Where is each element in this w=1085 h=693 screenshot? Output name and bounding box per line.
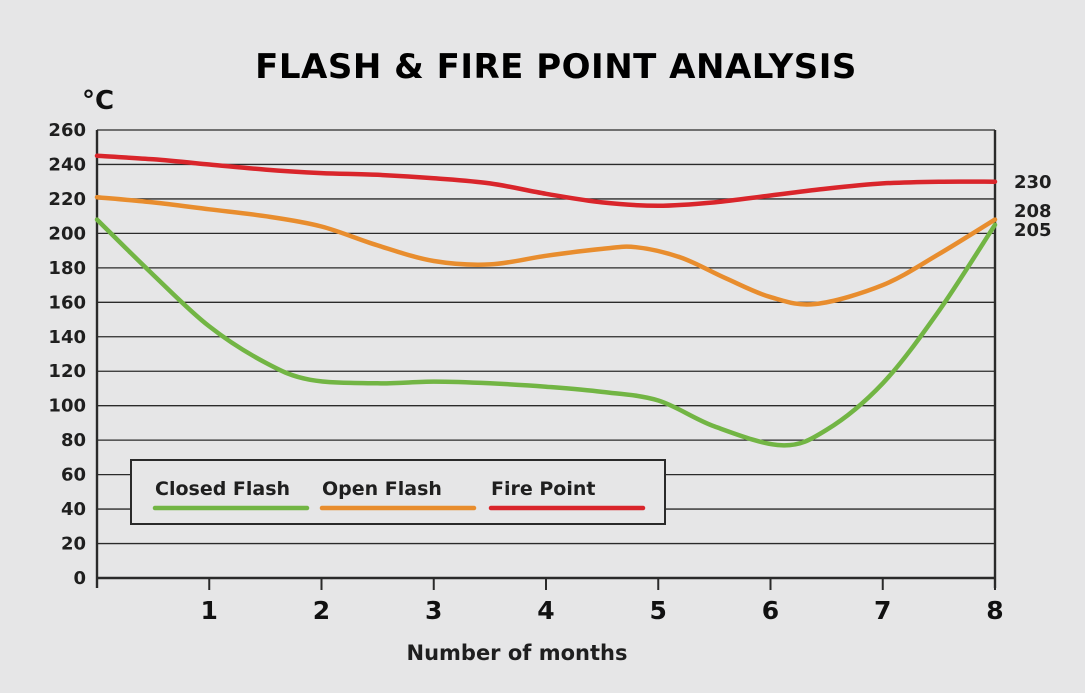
legend-label-fire-point: Fire Point — [491, 478, 595, 500]
y-tick-label: 0 — [73, 568, 86, 589]
x-tick-label: 3 — [425, 596, 442, 625]
legend: Closed Flash Open Flash Fire Point — [130, 459, 666, 525]
end-label-closed-flash: 205 — [1014, 220, 1052, 241]
y-tick-label: 120 — [48, 361, 86, 382]
y-tick-label: 100 — [48, 396, 86, 417]
y-tick-label: 80 — [61, 430, 86, 451]
series-line-fire-point — [94, 153, 998, 209]
end-label-fire-point: 230 — [1014, 172, 1052, 193]
x-tick-label: 1 — [201, 596, 218, 625]
x-tick-label: 7 — [874, 596, 891, 625]
x-tick-label: 4 — [537, 596, 554, 625]
y-axis-ticks: 0 20 40 60 80 100 120 140 160 180 200 220 240 260 — [48, 120, 86, 589]
y-tick-label: 240 — [48, 154, 86, 175]
y-tick-label: 140 — [48, 327, 86, 348]
x-tick-label: 8 — [986, 596, 1003, 625]
series-lines — [94, 153, 998, 448]
legend-label-open-flash: Open Flash — [322, 478, 442, 500]
y-tick-label: 160 — [48, 292, 86, 313]
x-tick-label: 5 — [650, 596, 667, 625]
y-tick-label: 20 — [61, 534, 86, 555]
y-tick-label: 40 — [61, 499, 86, 520]
y-tick-label: 220 — [48, 189, 86, 210]
x-axis-ticks: 1 2 3 4 5 6 7 8 — [201, 578, 1004, 625]
x-tick-label: 6 — [762, 596, 779, 625]
series-line-closed-flash — [94, 217, 998, 448]
end-label-open-flash: 208 — [1014, 201, 1052, 222]
series-line-open-flash — [94, 194, 998, 307]
y-tick-label: 180 — [48, 258, 86, 279]
legend-label-closed-flash: Closed Flash — [155, 478, 290, 500]
y-axis-unit-label: °C — [82, 86, 114, 116]
y-tick-label: 200 — [48, 223, 86, 244]
x-tick-label: 2 — [313, 596, 330, 625]
y-tick-label: 260 — [48, 120, 86, 141]
y-tick-label: 60 — [61, 465, 86, 486]
x-axis-label: Number of months — [407, 641, 628, 665]
legend-box — [130, 459, 666, 525]
chart-title: FLASH & FIRE POINT ANALYSIS — [255, 47, 857, 87]
grid-lines — [95, 129, 997, 588]
